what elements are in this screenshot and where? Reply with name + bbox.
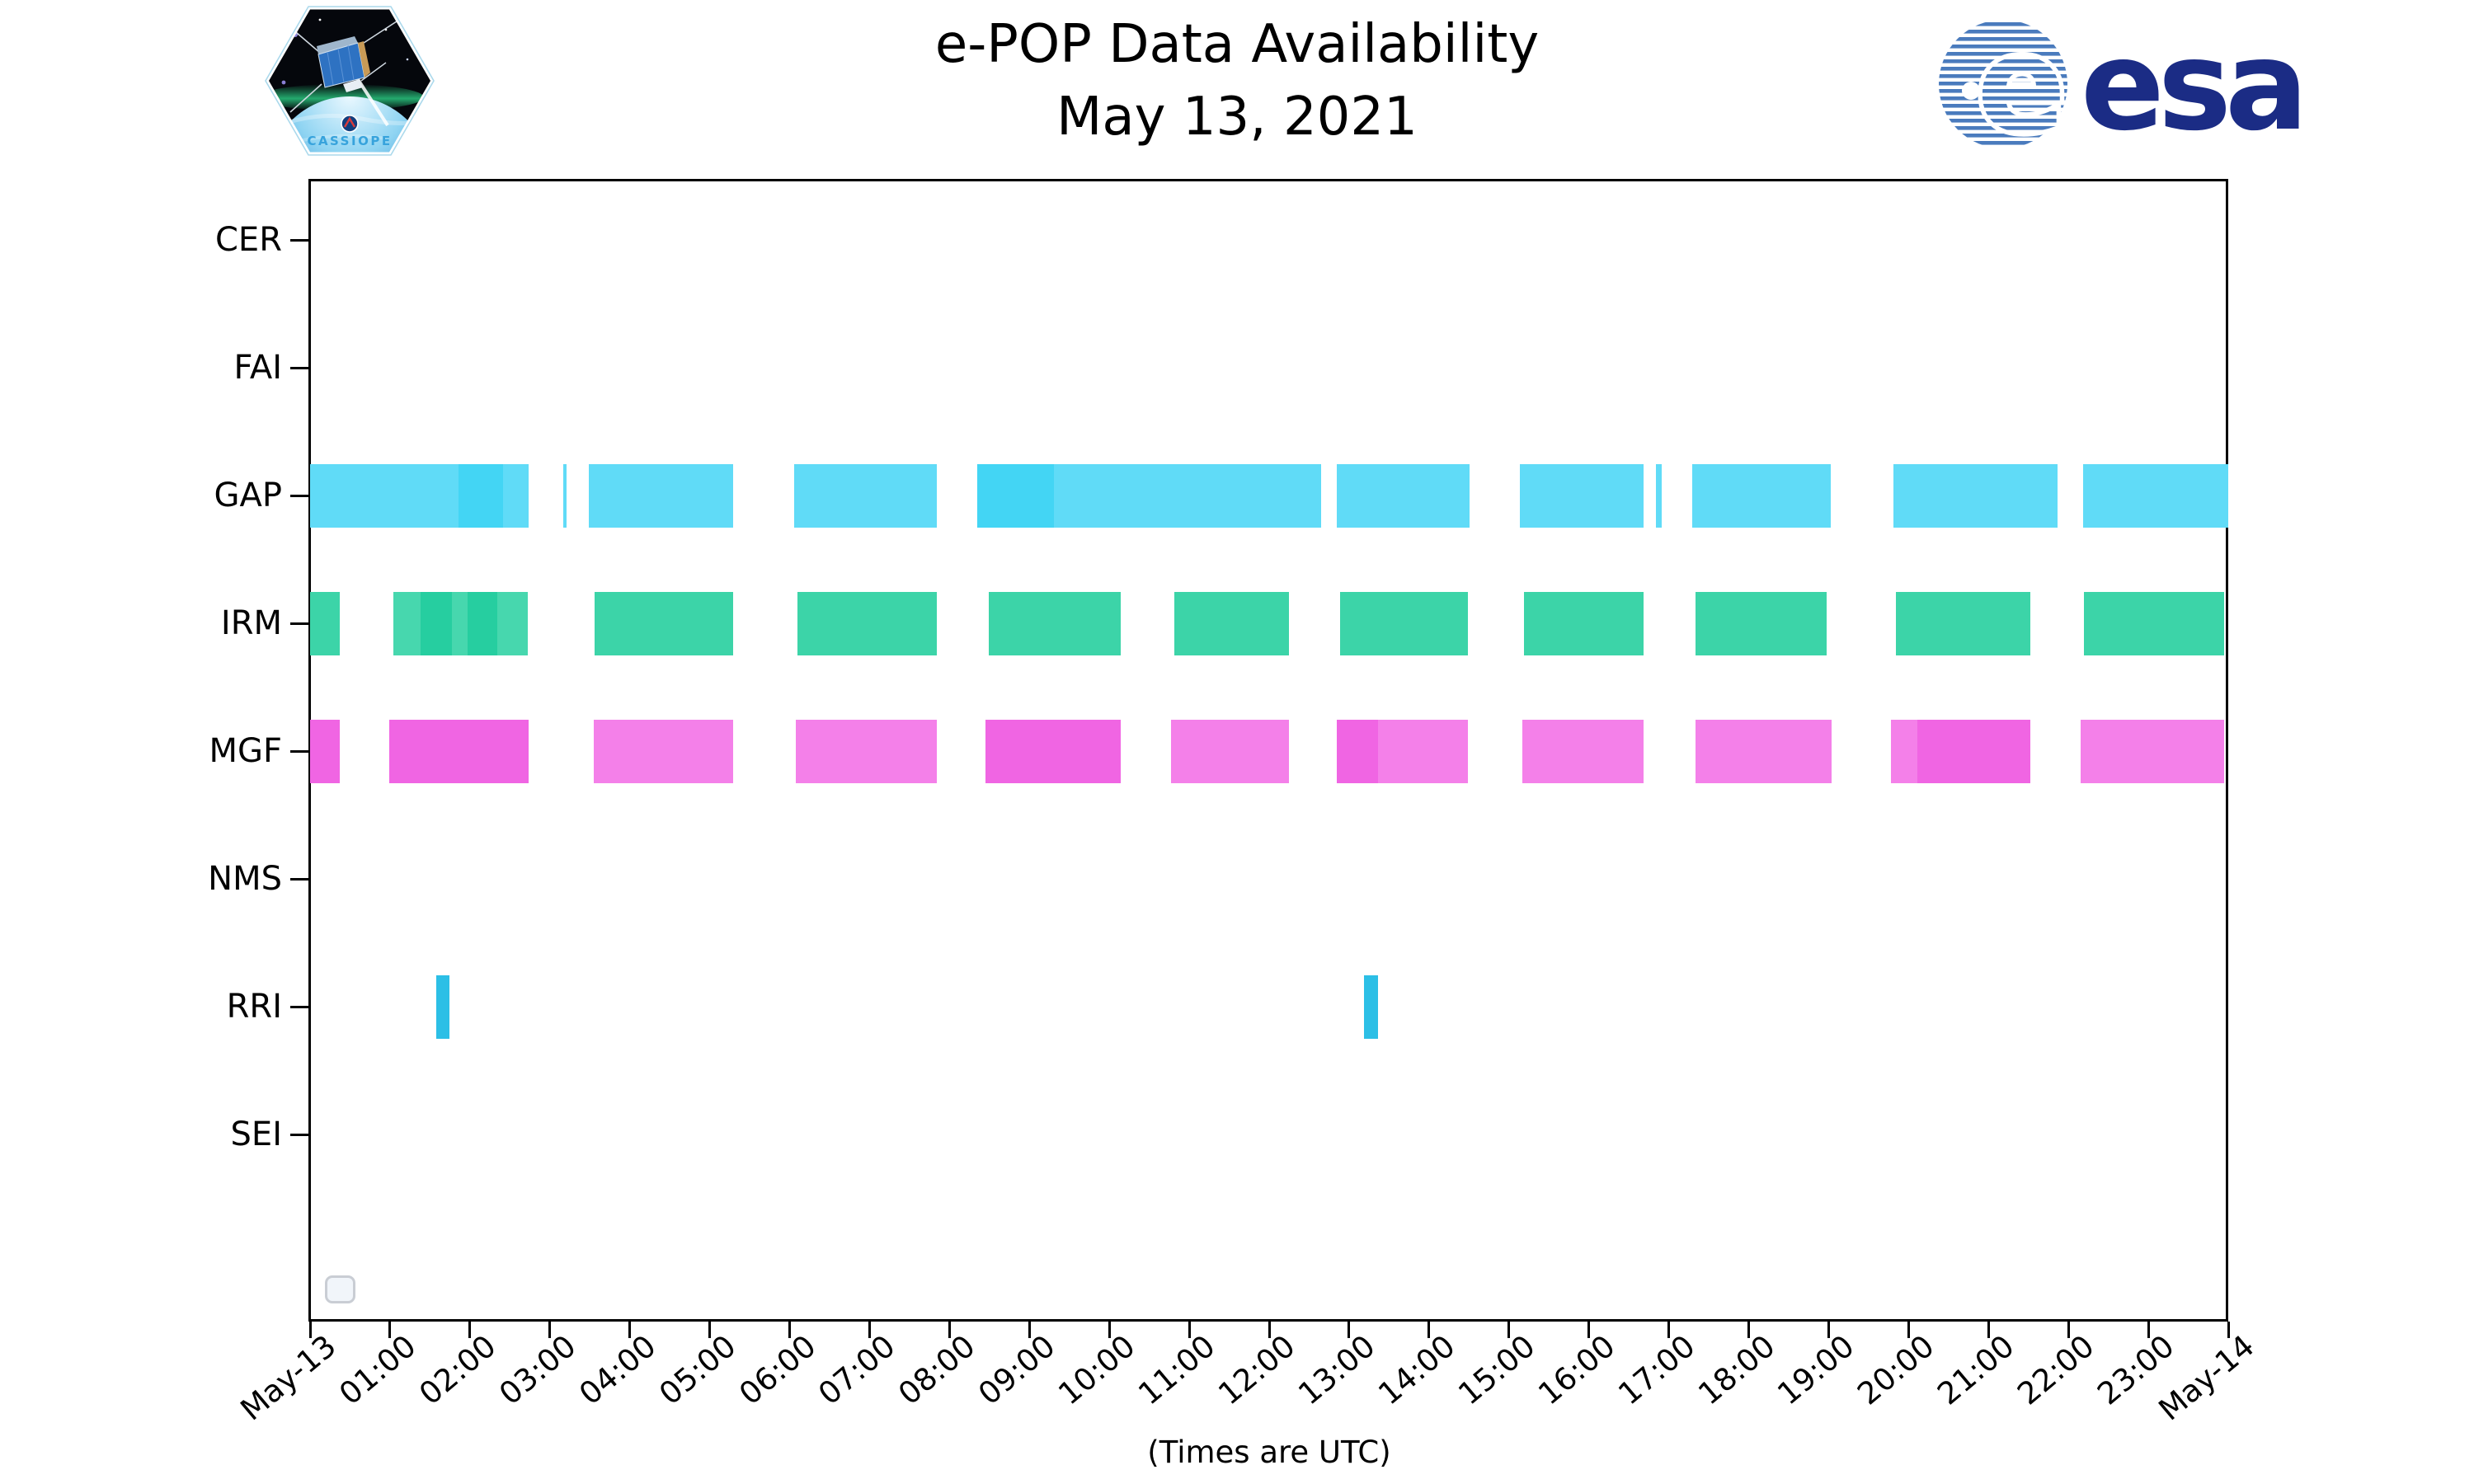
availability-bar-GAP [502,463,529,528]
x-tick-9 [1028,1322,1031,1338]
y-tick-IRM [290,622,308,625]
y-tick-label-NMS: NMS [208,860,282,898]
availability-bar-MGF [594,719,733,783]
availability-bar-IRM [1340,591,1469,655]
title-line-2: May 13, 2021 [1056,87,1418,148]
title-line-1: e-POP Data Availability [934,14,1540,75]
availability-bar-GAP [1337,463,1470,528]
x-tick-11 [1188,1322,1191,1338]
x-tick-19 [1827,1322,1830,1338]
availability-bar-IRM [467,591,497,655]
availability-bar-GAP [1691,463,1832,528]
y-tick-SEI [290,1133,308,1136]
y-tick-MGF [290,749,308,753]
x-tick-21 [1987,1322,1990,1338]
availability-bar-IRM [1895,591,2030,655]
availability-bar-GAP [1656,463,1662,528]
availability-bar-GAP [310,463,459,528]
availability-bar-MGF [985,719,1121,783]
availability-bar-GAP [563,463,567,528]
x-tick-23 [2147,1322,2150,1338]
availability-bar-GAP [459,463,503,528]
y-tick-label-SEI: SEI [230,1115,282,1153]
esa-globe-e: e [1977,15,2067,153]
x-tick-13 [1348,1322,1351,1338]
x-tick-3 [548,1322,552,1338]
availability-bar-GAP [977,463,1055,528]
availability-bar-MGF [310,719,340,783]
availability-bar-GAP [1893,463,2058,528]
availability-bar-IRM [393,591,421,655]
availability-bar-IRM [1695,591,1827,655]
x-tick-10 [1108,1322,1111,1338]
cassiope-mission-logo: CASSIOPE [262,3,437,158]
esa-globe: e [1939,15,2071,153]
availability-bar-IRM [1524,591,1644,655]
cassiope-badge-label: CASSIOPE [307,134,392,148]
y-tick-FAI [290,366,308,369]
availability-bar-IRM [496,591,528,655]
x-tick-17 [1667,1322,1671,1338]
x-axis-note: (Times are UTC) [1147,1435,1391,1470]
earth [267,96,432,155]
x-tick-0 [308,1322,312,1338]
x-tick-22 [2067,1322,2070,1338]
availability-bar-IRM [988,591,1121,655]
x-tick-8 [948,1322,951,1338]
availability-bar-MGF [1170,719,1290,783]
availability-bar-IRM [1174,591,1290,655]
availability-bar-RRI [1364,974,1378,1039]
y-tick-label-MGF: MGF [209,732,282,770]
y-tick-RRI [290,1005,308,1008]
availability-bar-GAP [1520,463,1644,528]
legend-box-empty [325,1275,355,1303]
availability-bar-GAP [589,463,733,528]
x-tick-20 [1907,1322,1910,1338]
x-tick-15 [1507,1322,1511,1338]
availability-bar-IRM [310,591,340,655]
x-tick-1 [388,1322,392,1338]
availability-bar-MGF [1337,719,1378,783]
x-tick-7 [868,1322,871,1338]
x-tick-2 [468,1322,472,1338]
availability-bar-MGF [1917,719,2030,783]
y-tick-label-CER: CER [215,221,282,259]
availability-bar-IRM [595,591,733,655]
availability-bar-MGF [796,719,937,783]
x-tick-4 [628,1322,632,1338]
availability-bar-MGF [1695,719,1832,783]
availability-bar-MGF [388,719,529,783]
availability-bar-MGF [2080,719,2225,783]
availability-bar-IRM [2083,591,2225,655]
y-tick-NMS [290,877,308,881]
y-tick-CER [290,238,308,242]
x-tick-14 [1427,1322,1431,1338]
y-tick-label-FAI: FAI [233,349,283,387]
csa-roundel [341,115,359,133]
esa-wordmark: esa [2081,15,2301,153]
figure-title: e-POP Data Availability May 13, 2021 [0,8,2474,154]
availability-bar-RRI [436,974,449,1039]
x-tick-24 [2227,1322,2230,1338]
x-tick-12 [1268,1322,1271,1338]
availability-bar-MGF [1377,719,1469,783]
x-tick-6 [788,1322,791,1338]
availability-bar-IRM [797,591,937,655]
availability-bar-GAP [2082,463,2228,528]
availability-bar-MGF [1891,719,1917,783]
esa-logo: e esa [1939,15,2301,153]
y-tick-label-IRM: IRM [220,604,282,642]
y-tick-label-GAP: GAP [214,477,282,514]
y-tick-label-RRI: RRI [226,988,282,1026]
availability-bar-MGF [1522,719,1644,783]
availability-bar-IRM [451,591,468,655]
x-tick-18 [1747,1322,1750,1338]
x-tick-16 [1587,1322,1591,1338]
x-tick-5 [708,1322,712,1338]
y-tick-GAP [290,494,308,497]
availability-bar-GAP [1054,463,1321,528]
availability-bar-GAP [794,463,937,528]
availability-bar-IRM [420,591,452,655]
